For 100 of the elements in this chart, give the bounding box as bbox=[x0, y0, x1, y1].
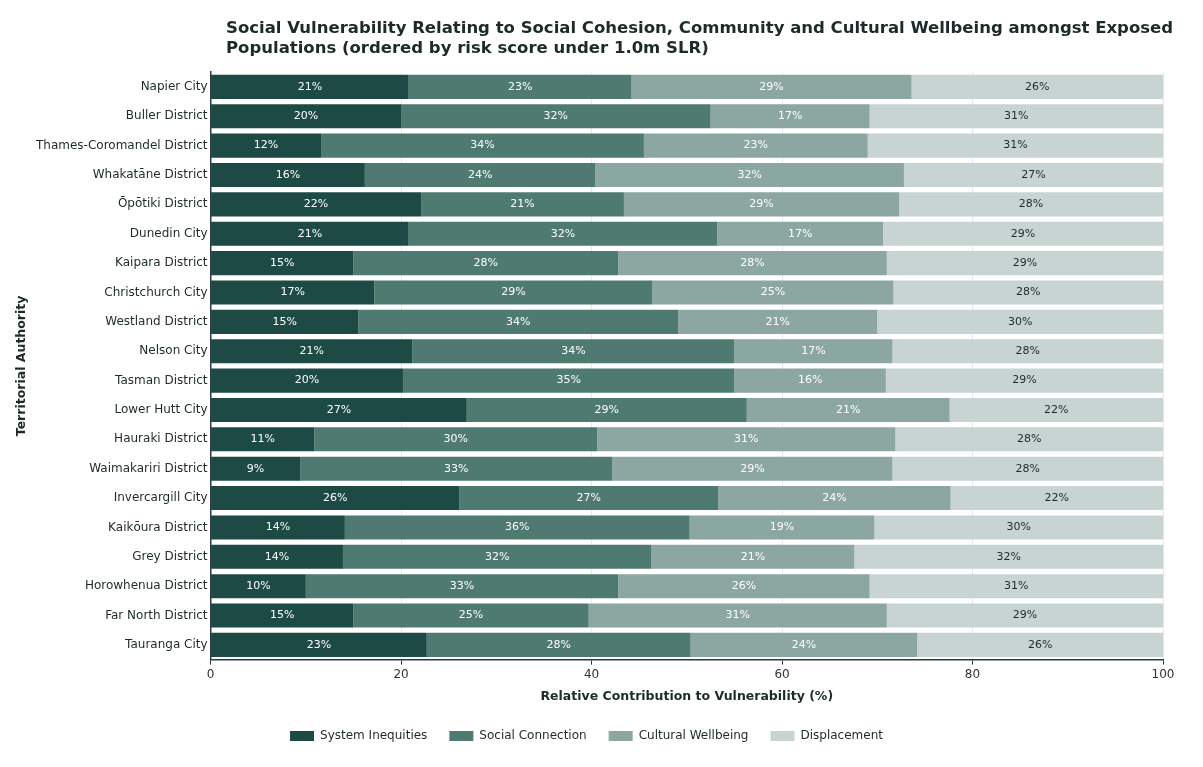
data-label: 28% bbox=[1015, 344, 1040, 358]
bar bbox=[211, 456, 301, 481]
bar bbox=[867, 133, 1163, 158]
y-tick-label: Kaikōura District bbox=[108, 519, 208, 534]
bar bbox=[300, 456, 613, 481]
y-tick-label: Nelson City bbox=[139, 343, 208, 358]
data-label: 21% bbox=[740, 549, 766, 563]
y-tick-label: Buller District bbox=[125, 108, 208, 123]
bar bbox=[402, 368, 735, 393]
bar bbox=[874, 515, 1163, 540]
data-label: 15% bbox=[270, 608, 295, 622]
data-label: 29% bbox=[759, 79, 784, 93]
data-label: 36% bbox=[505, 520, 530, 534]
bar bbox=[353, 603, 589, 628]
x-axis-title: Relative Contribution to Vulnerability (%) bbox=[540, 687, 834, 703]
data-label: 28% bbox=[1016, 285, 1041, 299]
data-label: 20% bbox=[294, 373, 320, 387]
data-label: 16% bbox=[275, 167, 301, 181]
data-label: 29% bbox=[1012, 608, 1038, 622]
data-label: 20% bbox=[293, 109, 319, 123]
bar bbox=[631, 74, 912, 99]
data-label: 22% bbox=[303, 197, 329, 211]
data-label: 22% bbox=[1044, 490, 1070, 504]
data-label: 28% bbox=[1018, 197, 1044, 211]
data-label: 24% bbox=[791, 637, 817, 651]
bar bbox=[903, 162, 1163, 188]
bar bbox=[877, 309, 1163, 334]
y-tick-label: Tauranga City bbox=[124, 637, 208, 652]
bar bbox=[321, 133, 644, 158]
legend-label: Cultural Wellbeing bbox=[638, 728, 749, 743]
bar bbox=[466, 397, 747, 422]
legend-label: Social Connection bbox=[479, 728, 587, 743]
bar bbox=[643, 133, 868, 158]
data-label: 22% bbox=[1044, 402, 1069, 416]
data-label: 29% bbox=[594, 402, 620, 416]
data-label: 24% bbox=[467, 167, 493, 181]
data-label: 23% bbox=[743, 138, 769, 152]
data-label: 26% bbox=[1027, 637, 1053, 651]
data-label: 33% bbox=[444, 461, 469, 475]
data-label: 28% bbox=[1016, 432, 1042, 446]
bar bbox=[401, 104, 711, 129]
data-label: 34% bbox=[470, 138, 495, 152]
bar bbox=[211, 574, 306, 599]
y-tick-label: Ōpōtiki District bbox=[117, 196, 208, 211]
data-label: 14% bbox=[264, 549, 290, 563]
bar bbox=[211, 515, 345, 540]
bar bbox=[305, 574, 619, 599]
bar bbox=[211, 251, 354, 276]
data-label: 15% bbox=[272, 314, 297, 328]
legend-label: System Inequities bbox=[320, 728, 428, 743]
y-tick-label: Tasman District bbox=[114, 372, 208, 387]
bar bbox=[597, 427, 896, 452]
bar bbox=[426, 632, 691, 657]
data-label: 19% bbox=[769, 520, 795, 534]
bar bbox=[895, 427, 1163, 452]
y-tick-label: Invercargill City bbox=[113, 490, 208, 505]
data-label: 15% bbox=[270, 255, 295, 269]
data-label: 32% bbox=[996, 549, 1021, 563]
data-label: 30% bbox=[1007, 314, 1033, 328]
data-label: 14% bbox=[265, 520, 291, 534]
y-tick-label: Waimakariri District bbox=[89, 460, 208, 475]
data-label: 9% bbox=[246, 461, 265, 475]
bar bbox=[886, 603, 1163, 628]
data-label: 25% bbox=[760, 285, 786, 299]
bar bbox=[899, 192, 1163, 217]
data-label: 29% bbox=[1010, 226, 1036, 240]
y-tick-label: Dunedin City bbox=[129, 225, 208, 240]
bar bbox=[211, 339, 413, 364]
bar bbox=[211, 544, 343, 569]
bar bbox=[211, 192, 422, 217]
bar bbox=[734, 368, 886, 393]
bar bbox=[408, 74, 632, 99]
data-label: 29% bbox=[749, 197, 774, 211]
data-label: 31% bbox=[1004, 579, 1029, 593]
bar bbox=[211, 133, 322, 158]
data-label: 29% bbox=[501, 285, 526, 299]
data-label: 33% bbox=[449, 579, 475, 593]
bar bbox=[358, 309, 679, 334]
data-label: 21% bbox=[297, 226, 323, 240]
y-tick-label: Lower Hutt City bbox=[114, 402, 208, 417]
bar bbox=[344, 515, 690, 540]
bar bbox=[211, 280, 375, 305]
bar bbox=[854, 544, 1163, 569]
bar bbox=[690, 632, 918, 657]
data-label: 26% bbox=[1025, 79, 1050, 93]
data-label: 26% bbox=[322, 490, 348, 504]
data-label: 30% bbox=[443, 432, 469, 446]
data-label: 27% bbox=[576, 490, 601, 504]
x-tick-label: 60 bbox=[774, 666, 790, 681]
bar bbox=[211, 603, 354, 628]
bar bbox=[618, 251, 887, 276]
data-label: 31% bbox=[725, 608, 750, 622]
data-label: 35% bbox=[556, 373, 581, 387]
bar bbox=[886, 251, 1163, 276]
data-label: 32% bbox=[543, 109, 569, 123]
data-label: 31% bbox=[1003, 138, 1028, 152]
bar bbox=[211, 74, 409, 99]
data-label: 17% bbox=[787, 226, 813, 240]
bar bbox=[588, 603, 887, 628]
legend-label: Displacement bbox=[800, 728, 884, 743]
